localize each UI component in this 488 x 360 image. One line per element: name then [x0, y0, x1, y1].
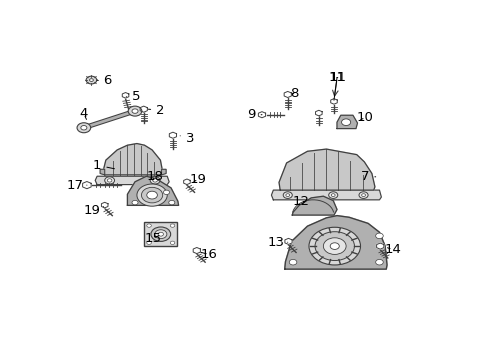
Text: 6: 6	[97, 73, 111, 86]
Polygon shape	[279, 149, 374, 190]
Circle shape	[328, 192, 337, 198]
Circle shape	[375, 260, 383, 265]
Circle shape	[170, 224, 175, 227]
Circle shape	[329, 243, 339, 249]
Polygon shape	[292, 196, 336, 215]
Circle shape	[107, 179, 112, 182]
Circle shape	[141, 187, 163, 203]
Circle shape	[132, 109, 138, 113]
Text: 12: 12	[291, 195, 308, 208]
FancyBboxPatch shape	[144, 222, 177, 246]
Circle shape	[341, 119, 350, 126]
Circle shape	[358, 192, 367, 198]
Circle shape	[331, 194, 334, 197]
Text: 4: 4	[80, 107, 88, 120]
Text: 18: 18	[146, 170, 163, 183]
Circle shape	[375, 233, 383, 239]
Circle shape	[323, 238, 346, 255]
Text: 11: 11	[328, 71, 346, 84]
Polygon shape	[169, 132, 176, 138]
Polygon shape	[95, 176, 169, 185]
Polygon shape	[336, 115, 357, 129]
Polygon shape	[82, 181, 91, 189]
Text: 14: 14	[384, 243, 400, 256]
Polygon shape	[140, 106, 147, 112]
Text: 15: 15	[144, 232, 161, 245]
Circle shape	[77, 123, 90, 133]
Polygon shape	[122, 93, 128, 98]
Circle shape	[283, 192, 292, 198]
Polygon shape	[183, 179, 190, 185]
Circle shape	[137, 184, 167, 206]
Circle shape	[285, 194, 289, 197]
Polygon shape	[284, 91, 291, 98]
Polygon shape	[101, 202, 108, 208]
Polygon shape	[258, 112, 265, 118]
Polygon shape	[376, 243, 383, 249]
Circle shape	[89, 79, 93, 81]
Text: 1: 1	[93, 159, 114, 172]
Circle shape	[81, 126, 87, 130]
Circle shape	[146, 241, 151, 244]
Polygon shape	[193, 247, 200, 253]
Text: 19: 19	[189, 172, 206, 185]
Circle shape	[153, 179, 157, 182]
Circle shape	[86, 76, 97, 84]
Circle shape	[163, 190, 169, 194]
Text: 11: 11	[328, 71, 345, 84]
Polygon shape	[285, 238, 291, 244]
Text: 7: 7	[360, 170, 375, 183]
Circle shape	[314, 232, 354, 261]
Circle shape	[158, 232, 163, 236]
Circle shape	[104, 177, 114, 184]
Polygon shape	[161, 169, 166, 175]
Polygon shape	[315, 110, 322, 116]
Polygon shape	[330, 99, 337, 104]
Polygon shape	[103, 144, 163, 175]
Circle shape	[154, 230, 166, 239]
Text: 9: 9	[246, 108, 262, 121]
Circle shape	[146, 224, 151, 227]
Polygon shape	[100, 169, 104, 175]
Text: 3: 3	[180, 131, 194, 144]
Circle shape	[308, 227, 360, 265]
Circle shape	[151, 227, 170, 242]
Text: 10: 10	[356, 111, 373, 124]
Text: 8: 8	[289, 87, 297, 100]
Circle shape	[170, 241, 175, 244]
Polygon shape	[271, 190, 381, 200]
Circle shape	[150, 177, 160, 184]
Circle shape	[146, 191, 157, 199]
Polygon shape	[127, 176, 178, 205]
Circle shape	[168, 201, 175, 205]
Text: 2: 2	[148, 104, 164, 117]
Text: 19: 19	[83, 204, 103, 217]
Circle shape	[361, 194, 365, 197]
Text: 17: 17	[67, 179, 87, 192]
Circle shape	[128, 106, 142, 116]
Text: 16: 16	[200, 248, 217, 261]
Circle shape	[132, 201, 138, 205]
Text: 5: 5	[126, 90, 140, 103]
Polygon shape	[284, 216, 386, 269]
Text: 13: 13	[267, 236, 287, 249]
Circle shape	[289, 260, 296, 265]
